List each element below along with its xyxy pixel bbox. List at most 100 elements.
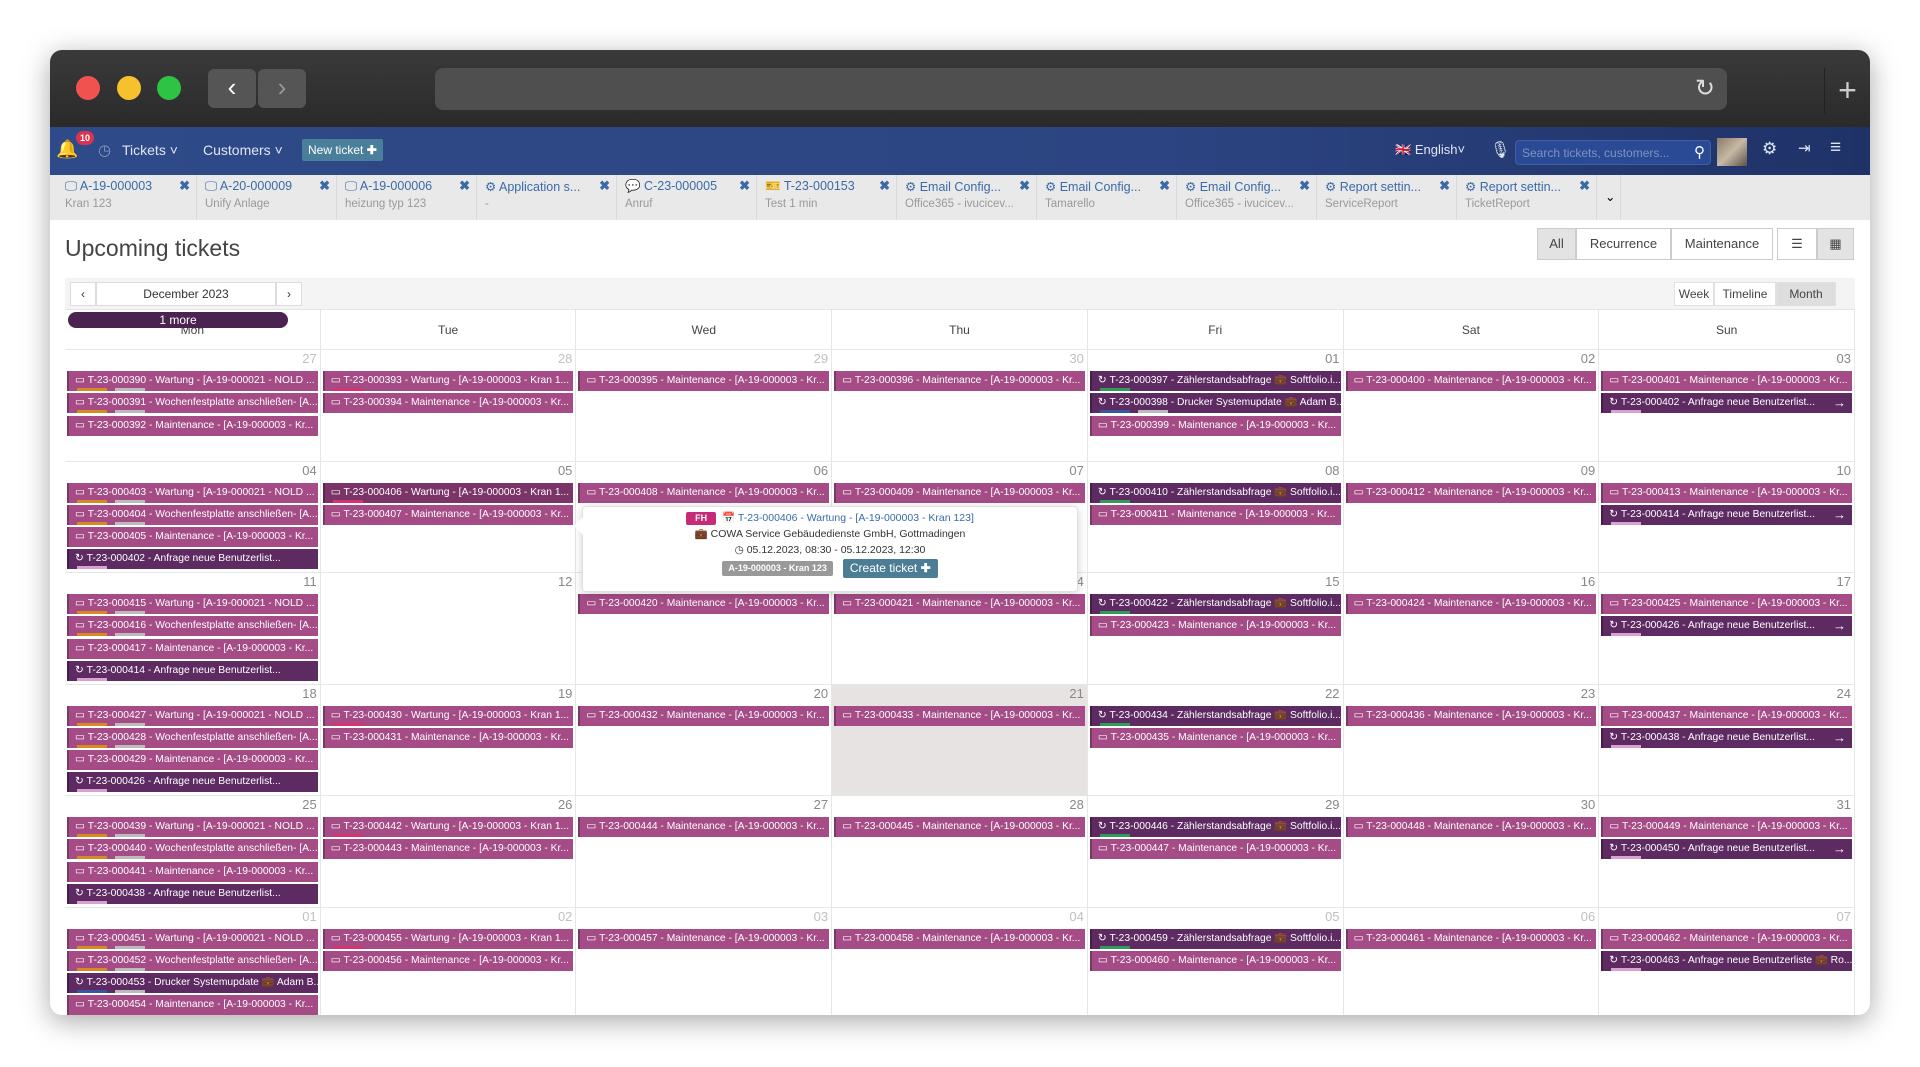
close-tab-icon[interactable]: ✖ <box>1159 178 1170 193</box>
calendar-event[interactable]: ▭ T-23-000405 - Maintenance - [A-19-00000… <box>67 527 318 548</box>
view-month-button[interactable]: Month <box>1776 282 1836 306</box>
ticket-link[interactable]: FH 📅 T-23-000406 - Wartung - [A-19-000003… <box>583 511 1077 525</box>
day-cell[interactable]: 16 ▭ T-23-000424 - Maintenance - [A-19-000… <box>1343 573 1600 685</box>
open-tab[interactable]: 🎫 T-23-000153 Test 1 min ✖ <box>757 175 897 220</box>
day-cell[interactable]: 08 ↻ T-23-000410 - Zählerstandsabfrage 💼 S… <box>1087 461 1344 573</box>
day-cell[interactable]: 28 ▭ T-23-000393 - Wartung - [A-19-000003 … <box>320 350 577 462</box>
browser-back-button[interactable]: ‹ <box>208 69 256 108</box>
list-view-icon[interactable]: ☰ <box>1777 228 1817 260</box>
calendar-event[interactable]: ▭ T-23-000407 - Maintenance - [A-19-00000… <box>322 504 574 525</box>
calendar-event[interactable]: ↻ T-23-000453 - Drucker Systemupdate 💼 Ad… <box>67 973 318 994</box>
close-tab-icon[interactable]: ✖ <box>179 178 190 193</box>
day-cell[interactable]: 10 ▭ T-23-000413 - Maintenance - [A-19-000… <box>1599 461 1855 573</box>
close-tab-icon[interactable]: ✖ <box>739 178 750 193</box>
day-cell[interactable]: 15 ↻ T-23-000422 - Zählerstandsabfrage 💼 S… <box>1087 573 1344 685</box>
calendar-event[interactable]: ▭ T-23-000435 - Maintenance - [A-19-00000… <box>1089 727 1341 748</box>
day-cell[interactable]: 04 ▭ T-23-000458 - Maintenance - [A-19-000… <box>832 907 1088 1015</box>
calendar-event[interactable]: ↻ T-23-000434 - Zählerstandsabfrage 💼 Sof… <box>1089 705 1341 726</box>
open-tab[interactable]: 💬 C-23-000005 Anruf ✖ <box>617 175 757 220</box>
calendar-view-icon[interactable]: ▦ <box>1817 228 1854 260</box>
calendar-event[interactable]: ▭ T-23-000392 - Maintenance - [A-19-00000… <box>67 415 318 436</box>
calendar-event[interactable]: ▭ T-23-000445 - Maintenance - [A-19-00000… <box>834 817 1085 837</box>
day-cell[interactable]: 06 ▭ T-23-000461 - Maintenance - [A-19-000… <box>1344 907 1600 1015</box>
close-tab-icon[interactable]: ✖ <box>319 178 330 193</box>
calendar-event[interactable]: ↻ T-23-000402 - Anfrage neue Benutzerlist… <box>1601 393 1852 414</box>
close-tab-icon[interactable]: ✖ <box>599 178 610 193</box>
calendar-event[interactable]: ▭ T-23-000390 - Wartung - [A-19-000021 - … <box>67 371 318 391</box>
calendar-event[interactable]: ↻ T-23-000398 - Drucker Systemupdate 💼 Ad… <box>1089 393 1341 414</box>
settings-gears-icon[interactable]: ⚙ <box>1762 139 1778 158</box>
calendar-event[interactable]: ▭ T-23-000412 - Maintenance - [A-19-00000… <box>1345 482 1597 503</box>
day-cell[interactable]: 03 ▭ T-23-000401 - Maintenance - [A-19-000… <box>1599 350 1855 462</box>
arrow-right-icon[interactable]: → <box>1832 729 1846 745</box>
calendar-event[interactable]: ▭ T-23-000440 - Wochenfestplatte anschlie… <box>67 839 318 860</box>
calendar-event[interactable]: ▭ T-23-000417 - Maintenance - [A-19-00000… <box>67 638 318 659</box>
close-tab-icon[interactable]: ✖ <box>459 178 470 193</box>
prev-month-button[interactable]: ‹ <box>70 282 96 306</box>
calendar-event[interactable]: ▭ T-23-000442 - Wartung - [A-19-000003 - … <box>322 817 574 837</box>
search-icon[interactable]: ⚲ <box>1694 144 1705 161</box>
calendar-event[interactable]: ▭ T-23-000462 - Maintenance - [A-19-00000… <box>1601 928 1852 949</box>
arrow-right-icon[interactable]: → <box>1832 506 1846 522</box>
open-tab[interactable]: 🖵 A-19-000006 heizung typ 123 ✖ <box>337 175 477 220</box>
calendar-event[interactable]: ▭ T-23-000454 - Maintenance - [A-19-00000… <box>67 995 318 1015</box>
open-tab[interactable]: ⚙ Email Config... Tamarello ✖ <box>1037 175 1177 220</box>
calendar-event[interactable]: ▭ T-23-000439 - Wartung - [A-19-000021 - … <box>67 817 318 837</box>
calendar-event[interactable]: ▭ T-23-000437 - Maintenance - [A-19-00000… <box>1601 705 1852 726</box>
calendar-event[interactable]: ▭ T-23-000416 - Wochenfestplatte anschlie… <box>67 616 318 637</box>
calendar-event[interactable]: ▭ T-23-000411 - Maintenance - [A-19-00000… <box>1089 504 1341 525</box>
open-tab[interactable]: ⚙ Report settin... ServiceReport ✖ <box>1317 175 1457 220</box>
calendar-event[interactable]: ▭ T-23-000395 - Maintenance - [A-19-00000… <box>578 371 830 391</box>
calendar-event[interactable]: ↻ T-23-000397 - Zählerstandsabfrage 💼 Sof… <box>1089 371 1341 391</box>
calendar-event[interactable]: ▭ T-23-000400 - Maintenance - [A-19-00000… <box>1345 371 1597 391</box>
clock-icon[interactable]: ◷ <box>98 142 112 159</box>
day-cell[interactable]: 29 ▭ T-23-000395 - Maintenance - [A-19-000… <box>576 350 833 462</box>
search-input[interactable]: Search tickets, customers... ⚲ <box>1515 140 1711 165</box>
calendar-event[interactable]: ↻ T-23-000414 - Anfrage neue Benutzerlist… <box>1601 504 1852 525</box>
calendar-event[interactable]: ▭ T-23-000408 - Maintenance - [A-19-00000… <box>578 482 830 503</box>
calendar-event[interactable]: ▭ T-23-000433 - Maintenance - [A-19-00000… <box>834 705 1085 726</box>
day-cell[interactable]: 05 ▭ T-23-000406 - Wartung - [A-19-000003 … <box>320 461 577 573</box>
day-cell[interactable]: 01 ↻ T-23-000397 - Zählerstandsabfrage 💼 S… <box>1087 350 1344 462</box>
calendar-event[interactable]: ▭ T-23-000413 - Maintenance - [A-19-00000… <box>1601 482 1852 503</box>
calendar-event[interactable]: ▭ T-23-000457 - Maintenance - [A-19-00000… <box>578 928 830 949</box>
close-tab-icon[interactable]: ✖ <box>879 178 890 193</box>
calendar-event[interactable]: ▭ T-23-000455 - Wartung - [A-19-000003 - … <box>322 928 574 949</box>
calendar-event[interactable]: ↻ T-23-000414 - Anfrage neue Benutzerlist… <box>67 660 318 681</box>
calendar-event[interactable]: ↻ T-23-000463 - Anfrage neue Benutzerlist… <box>1601 950 1852 971</box>
microphone-icon[interactable]: 🎙 <box>1490 142 1511 159</box>
open-tab[interactable]: 🖵 A-20-000009 Unify Anlage ✖ <box>197 175 337 220</box>
calendar-event[interactable]: ↻ T-23-000426 - Anfrage neue Benutzerlist… <box>1601 616 1852 637</box>
calendar-event[interactable]: ▭ T-23-000431 - Maintenance - [A-19-00000… <box>322 727 574 748</box>
day-cell[interactable]: 01 ▭ T-23-000451 - Wartung - [A-19-000021 … <box>65 907 321 1015</box>
day-cell[interactable]: 02 ▭ T-23-000455 - Wartung - [A-19-000003 … <box>321 907 577 1015</box>
calendar-event[interactable]: ▭ T-23-000396 - Maintenance - [A-19-00000… <box>834 371 1085 391</box>
calendar-event[interactable]: ↻ T-23-000438 - Anfrage neue Benutzerlist… <box>1601 727 1852 748</box>
calendar-event[interactable]: ▭ T-23-000451 - Wartung - [A-19-000021 - … <box>67 928 318 949</box>
day-cell[interactable]: 31 ▭ T-23-000449 - Maintenance - [A-19-000… <box>1599 796 1855 908</box>
calendar-event[interactable]: ▭ T-23-000428 - Wochenfestplatte anschlie… <box>67 727 318 748</box>
calendar-event[interactable]: ▭ T-23-000425 - Maintenance - [A-19-00000… <box>1601 594 1852 614</box>
close-tab-icon[interactable]: ✖ <box>1579 178 1590 193</box>
day-cell[interactable]: 22 ↻ T-23-000434 - Zählerstandsabfrage 💼 S… <box>1087 684 1344 796</box>
calendar-event[interactable]: ▭ T-23-000403 - Wartung - [A-19-000021 - … <box>67 482 318 503</box>
calendar-event[interactable]: ↻ T-23-000438 - Anfrage neue Benutzerlist… <box>67 883 318 904</box>
logout-icon[interactable]: ⇥ <box>1798 140 1811 157</box>
calendar-event[interactable]: ▭ T-23-000391 - Wochenfestplatte anschlie… <box>67 393 318 414</box>
language-selector[interactable]: 🇬🇧 English˅ <box>1395 142 1466 157</box>
view-timeline-button[interactable]: Timeline <box>1714 282 1776 306</box>
calendar-event[interactable]: ▭ T-23-000394 - Maintenance - [A-19-00000… <box>322 393 574 414</box>
open-tab[interactable]: ⚙ Application s... - ✖ <box>477 175 617 220</box>
calendar-event[interactable]: ▭ T-23-000447 - Maintenance - [A-19-00000… <box>1089 839 1341 860</box>
day-cell[interactable]: 09 ▭ T-23-000412 - Maintenance - [A-19-000… <box>1343 461 1600 573</box>
day-cell[interactable]: 02 ▭ T-23-000400 - Maintenance - [A-19-000… <box>1343 350 1600 462</box>
open-tab[interactable]: 🖵 A-19-000003 Kran 123 ✖ <box>57 175 197 220</box>
calendar-event[interactable]: ↻ T-23-000459 - Zählerstandsabfrage 💼 Sof… <box>1089 928 1341 949</box>
calendar-event[interactable]: ▭ T-23-000430 - Wartung - [A-19-000003 - … <box>322 705 574 726</box>
day-cell[interactable]: 28 ▭ T-23-000445 - Maintenance - [A-19-000… <box>832 796 1088 908</box>
calendar-event[interactable]: ↻ T-23-000450 - Anfrage neue Benutzerlist… <box>1601 839 1852 860</box>
calendar-event[interactable]: ▭ T-23-000452 - Wochenfestplatte anschlie… <box>67 950 318 971</box>
tabs-overflow-chevron-icon[interactable]: ⌄ <box>1597 175 1621 220</box>
user-avatar[interactable] <box>1717 138 1747 166</box>
day-cell[interactable]: 17 ▭ T-23-000425 - Maintenance - [A-19-000… <box>1599 573 1855 685</box>
